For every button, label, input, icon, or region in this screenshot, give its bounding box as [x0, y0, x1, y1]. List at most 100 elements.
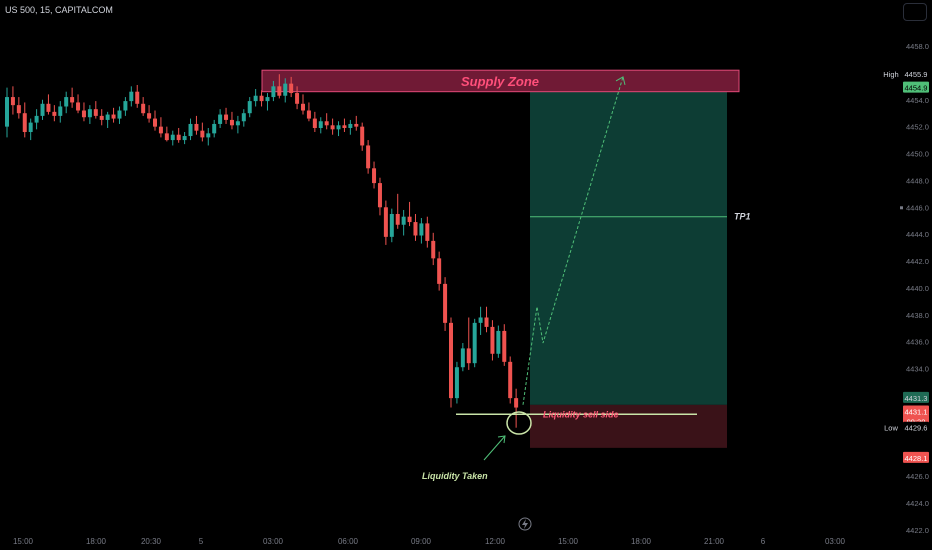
candle[interactable] [64, 91, 69, 114]
candle[interactable] [265, 93, 270, 111]
candle[interactable] [443, 277, 448, 331]
candle[interactable] [40, 99, 45, 120]
supply-zone[interactable] [261, 69, 740, 93]
candle[interactable] [10, 86, 15, 115]
candle[interactable] [70, 87, 75, 108]
candle[interactable] [348, 119, 353, 135]
candle[interactable] [401, 209, 406, 236]
candle[interactable] [224, 107, 229, 124]
candle[interactable] [318, 117, 323, 134]
candle[interactable] [147, 105, 152, 123]
candle[interactable] [259, 90, 264, 107]
candle[interactable] [28, 118, 33, 141]
time-axis[interactable]: 15:00 18:00 20:30 5 03:00 06:00 09:00 12:00 15:0… [13, 537, 846, 546]
candle[interactable] [176, 127, 181, 143]
candle[interactable] [158, 117, 163, 138]
candle[interactable] [324, 113, 329, 130]
candle[interactable] [5, 87, 9, 138]
candle[interactable] [188, 118, 193, 141]
candle[interactable] [87, 105, 92, 124]
candle[interactable] [229, 111, 234, 130]
candle[interactable] [277, 74, 282, 99]
candle[interactable] [514, 388, 519, 428]
candle[interactable] [472, 318, 477, 368]
candle[interactable] [354, 115, 359, 131]
candle[interactable] [46, 94, 51, 115]
settings-button[interactable] [903, 3, 927, 21]
candle[interactable] [496, 325, 501, 358]
candle[interactable] [484, 306, 489, 333]
x-tick-label: 15:00 [558, 537, 579, 546]
candle[interactable] [218, 109, 223, 128]
candle[interactable] [153, 110, 157, 131]
candle[interactable] [312, 111, 317, 133]
candle[interactable] [16, 97, 21, 119]
candle[interactable] [407, 201, 412, 227]
candle[interactable] [366, 140, 371, 174]
candle[interactable] [306, 102, 311, 122]
candle[interactable] [129, 86, 134, 107]
candle[interactable] [377, 177, 382, 216]
candle[interactable] [478, 306, 483, 335]
candle[interactable] [111, 107, 116, 123]
candle[interactable] [34, 109, 39, 130]
candle[interactable] [182, 132, 187, 145]
candle[interactable] [389, 208, 394, 243]
candle[interactable] [141, 97, 146, 116]
candle[interactable] [170, 130, 175, 146]
candle[interactable] [117, 106, 122, 124]
candle[interactable] [99, 109, 104, 126]
candle[interactable] [212, 119, 217, 138]
candle[interactable] [253, 89, 258, 107]
price-axis[interactable]: 4458.0 4454.0 4452.0 4450.0 4448.0 4446.0 4444… [900, 42, 929, 535]
candle[interactable] [490, 320, 495, 361]
candle[interactable] [372, 161, 377, 189]
lightning-icon[interactable] [518, 517, 532, 531]
candle[interactable] [93, 101, 98, 119]
candle[interactable] [336, 121, 341, 137]
candle[interactable] [466, 317, 471, 370]
stop-zone[interactable] [530, 404, 727, 448]
candle[interactable] [123, 97, 128, 116]
candle[interactable] [330, 118, 335, 135]
candle[interactable] [76, 94, 81, 114]
candle[interactable] [301, 94, 305, 115]
candle[interactable] [383, 200, 388, 245]
candle[interactable] [200, 122, 205, 142]
candle[interactable] [52, 105, 57, 122]
candle[interactable] [425, 216, 430, 248]
candle[interactable] [105, 111, 110, 128]
candle[interactable] [437, 251, 442, 291]
candle[interactable] [58, 101, 63, 123]
candle[interactable] [431, 232, 436, 266]
candle[interactable] [235, 115, 240, 134]
candle[interactable] [360, 122, 365, 151]
candle[interactable] [247, 97, 252, 118]
candle[interactable] [206, 127, 211, 146]
candle[interactable] [289, 76, 294, 98]
last-price: 4431.1 [905, 408, 928, 417]
candle[interactable] [241, 109, 246, 127]
candle[interactable] [271, 80, 276, 102]
candle[interactable] [135, 84, 140, 108]
candle[interactable] [283, 78, 288, 103]
candle[interactable] [342, 118, 347, 133]
liquidity-circle[interactable] [506, 411, 532, 435]
y-tick-label: 4426.0 [906, 472, 929, 481]
candle[interactable] [449, 317, 453, 408]
target-zone[interactable] [530, 91, 727, 405]
candle[interactable] [413, 214, 418, 241]
candle[interactable] [295, 86, 300, 110]
candle[interactable] [22, 102, 27, 138]
candle[interactable] [395, 193, 400, 229]
projection-path[interactable] [522, 76, 624, 405]
candle[interactable] [508, 356, 513, 404]
candle[interactable] [454, 361, 459, 404]
candle[interactable] [460, 343, 465, 372]
candle[interactable] [81, 102, 86, 122]
candle[interactable] [419, 218, 424, 244]
candle[interactable] [502, 324, 507, 366]
candle[interactable] [194, 115, 199, 135]
candle[interactable] [164, 126, 169, 142]
